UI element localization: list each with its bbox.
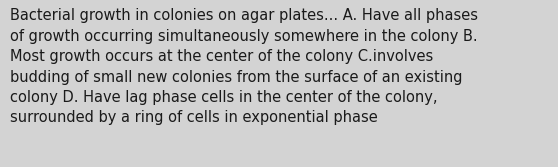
Text: Bacterial growth in colonies on agar plates... A. Have all phases
of growth occu: Bacterial growth in colonies on agar pla… <box>10 8 478 125</box>
